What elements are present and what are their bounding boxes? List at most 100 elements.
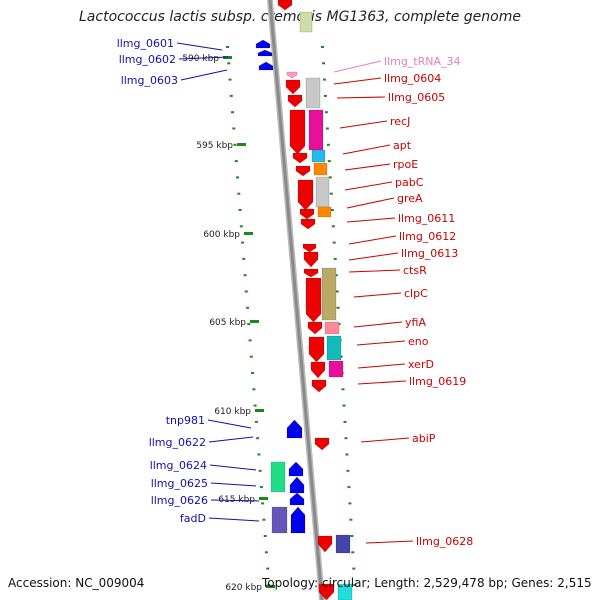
gene-label-right: recJ [390, 115, 410, 128]
gene-reverse[interactable] [258, 61, 274, 71]
gene-reverse[interactable] [286, 419, 303, 439]
kbp-tick [250, 320, 259, 323]
feature-block[interactable] [324, 321, 340, 335]
gene-forward[interactable] [277, 0, 293, 11]
track-dot-left [253, 404, 257, 407]
gene-forward[interactable] [305, 277, 322, 323]
gene-label-right: apt [393, 139, 412, 152]
gene-reverse[interactable] [257, 49, 273, 57]
gene-reverse[interactable] [255, 39, 271, 49]
kbp-tick [244, 232, 253, 235]
track-dot-left [228, 78, 232, 81]
gene-forward[interactable] [311, 379, 327, 393]
track-dot-left [238, 209, 242, 211]
kbp-tick [266, 585, 275, 588]
gene-forward[interactable] [299, 208, 315, 220]
track-dot-left [232, 127, 236, 130]
track-dot-right [351, 551, 355, 554]
track-dot-right [322, 62, 325, 65]
feature-block[interactable] [337, 583, 353, 600]
gene-forward[interactable] [317, 535, 333, 553]
gene-reverse[interactable] [289, 492, 305, 506]
feature-block[interactable] [299, 11, 313, 33]
gene-label-left: llmg_0602 [119, 53, 176, 66]
gene-label-right: ctsR [403, 264, 427, 277]
kbp-tick [255, 409, 264, 412]
gene-forward[interactable] [300, 218, 316, 230]
gene-label-left: llmg_0603 [121, 74, 178, 87]
label-connector [353, 321, 403, 328]
gene-reverse[interactable] [288, 461, 304, 477]
label-connector [333, 77, 382, 85]
gene-forward[interactable] [303, 268, 319, 278]
track-dot-left [249, 355, 253, 358]
track-dot-right [332, 241, 336, 244]
gene-reverse[interactable] [289, 476, 305, 494]
gene-forward[interactable] [289, 109, 306, 155]
topology-label: Topology: circular; Length: 2,529,478 bp… [262, 576, 592, 590]
track-dot-left [242, 257, 246, 260]
label-connector [346, 217, 396, 223]
label-connector [357, 363, 406, 369]
gene-label-left: llmg_0624 [150, 459, 207, 472]
gene-forward[interactable] [297, 179, 314, 211]
kbp-tick-label: 620 kbp [225, 583, 262, 593]
gene-forward[interactable] [292, 152, 308, 164]
track-dot-left [257, 453, 261, 456]
feature-block[interactable] [270, 461, 286, 493]
gene-trna[interactable] [286, 71, 298, 79]
gene-forward[interactable] [310, 361, 326, 379]
gene-label-left: llmg_0626 [151, 494, 208, 507]
gene-label-right: clpC [404, 287, 428, 300]
feature-block[interactable] [271, 506, 288, 534]
track-dot-right [353, 583, 357, 586]
feature-block[interactable] [315, 176, 330, 208]
kbp-tick-label: 590 kbp [182, 54, 219, 64]
track-dot-left [237, 192, 241, 195]
label-connector [176, 42, 223, 51]
gene-forward[interactable] [314, 437, 330, 451]
label-connector [357, 380, 407, 385]
feature-block[interactable] [321, 267, 337, 321]
feature-block[interactable] [317, 206, 332, 218]
gene-forward[interactable] [318, 583, 335, 600]
feature-block[interactable] [308, 109, 324, 151]
feature-block[interactable] [335, 534, 351, 554]
track-dot-right [343, 420, 347, 423]
label-connector [209, 464, 257, 471]
label-connector [333, 60, 382, 73]
label-connector [348, 269, 401, 273]
label-connector [344, 181, 393, 191]
label-connector [360, 437, 410, 443]
track-dot-right [330, 209, 334, 211]
gene-forward[interactable] [302, 243, 317, 253]
label-connector [346, 197, 395, 209]
gene-label-right: greA [397, 192, 423, 205]
track-dot-left [233, 143, 237, 146]
label-connector [339, 120, 388, 129]
gene-forward[interactable] [285, 79, 301, 95]
gene-reverse[interactable] [290, 506, 306, 534]
kbp-tick [259, 497, 268, 500]
gene-label-right: llmg_0619 [409, 375, 466, 388]
feature-block[interactable] [326, 335, 342, 361]
feature-block[interactable] [328, 360, 344, 378]
gene-forward[interactable] [303, 251, 319, 268]
track-dot-left [261, 502, 265, 505]
track-dot-right [350, 535, 354, 537]
gene-forward[interactable] [308, 336, 325, 363]
track-dot-left [266, 567, 270, 570]
track-dot-right [352, 567, 356, 570]
gene-label-left: llmg_0625 [151, 477, 208, 490]
label-connector [178, 56, 229, 60]
feature-block[interactable] [313, 162, 328, 176]
track-dot-right [348, 502, 352, 505]
gene-forward[interactable] [295, 165, 311, 177]
gene-forward[interactable] [287, 94, 303, 108]
feature-block[interactable] [311, 149, 326, 163]
gene-label-right: llmg_0605 [388, 91, 445, 104]
gene-label-right: llmg_0604 [384, 72, 441, 85]
gene-forward[interactable] [307, 321, 323, 335]
feature-block[interactable] [305, 77, 321, 109]
